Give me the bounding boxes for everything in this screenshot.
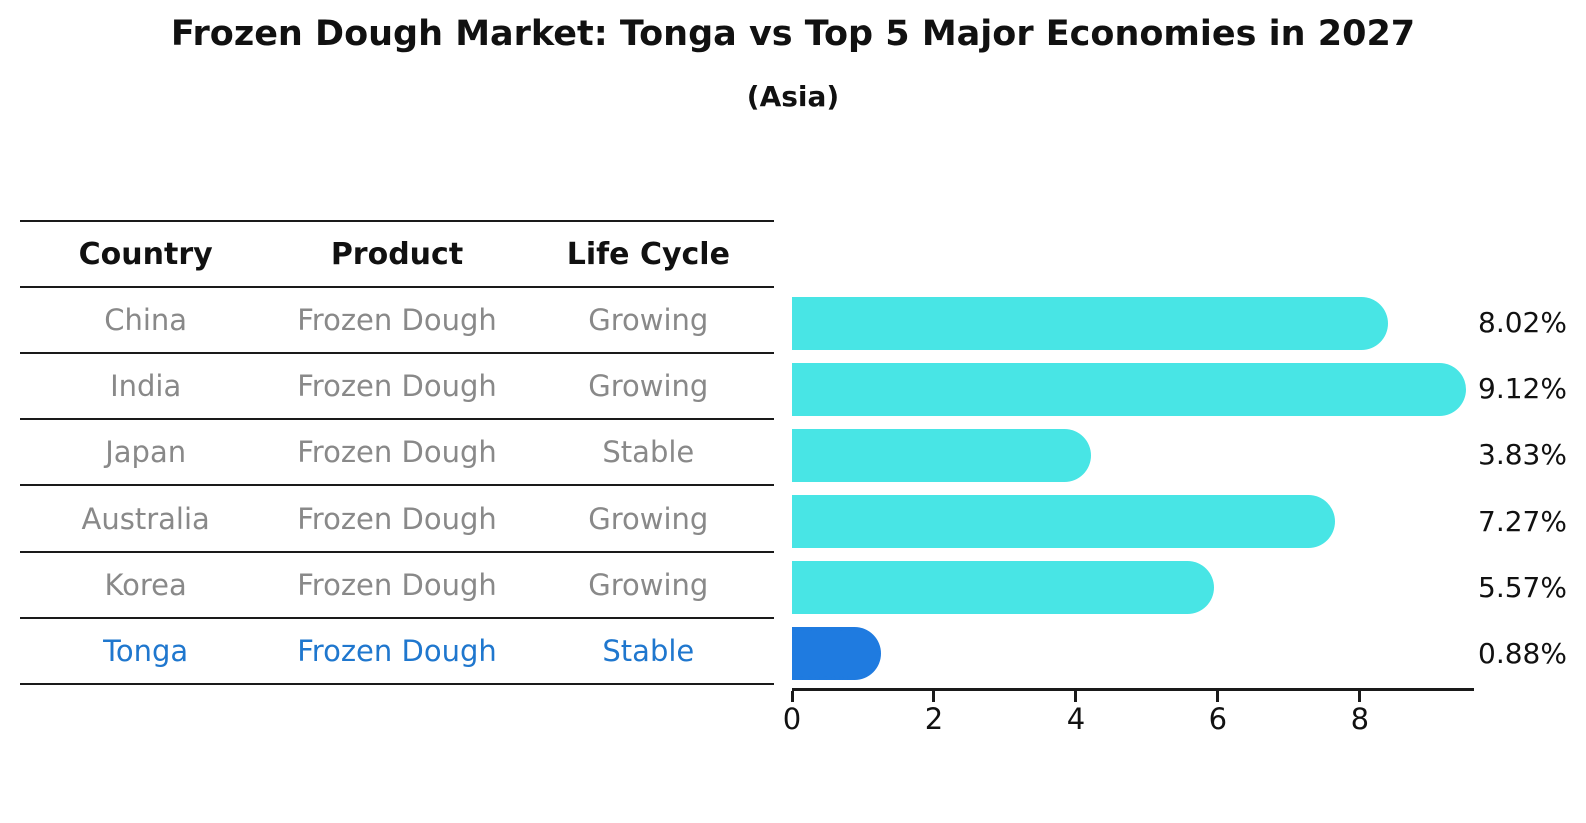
bar-value-label-india: 9.12% [1478,372,1567,406]
country-cell: Tonga [103,633,189,668]
x-axis-tick-label: 2 [924,702,944,736]
product-cell: Frozen Dough [297,501,497,536]
x-axis-line [792,688,1474,691]
x-axis-tick [932,691,936,702]
life-cycle-cell: Growing [588,303,709,338]
x-axis-tick-label: 4 [1066,702,1086,736]
life-cycle-cell: Growing [588,501,709,536]
bar-china [792,296,1389,350]
bar-value-label-china: 8.02% [1478,306,1567,339]
table-row: Japan Frozen Dough Stable [20,420,774,487]
country-cell: Australia [81,501,210,536]
bar-korea [792,561,1215,615]
chart-subtitle: (Asia) [746,80,840,113]
country-table: Country Product Life Cycle China Frozen … [20,220,774,685]
life-cycle-cell: Stable [602,633,695,668]
product-cell: Frozen Dough [297,435,497,470]
x-axis-tick [1074,691,1078,702]
country-cell: India [110,369,182,404]
table-row: Korea Frozen Dough Growing [20,553,774,619]
bar-value-label-australia: 7.27% [1478,504,1567,538]
column-header-product: Product [330,236,464,272]
country-cell: Korea [104,567,187,602]
product-cell: Frozen Dough [297,369,497,404]
bar-australia [792,495,1336,548]
life-cycle-cell: Growing [588,369,709,404]
bar-value-label-japan: 3.83% [1478,438,1567,472]
x-axis-tick [790,691,794,702]
column-header-country: Country [78,236,213,272]
bar-value-label-tonga: 0.88% [1478,636,1567,670]
table-row: China Frozen Dough Growing [20,288,774,355]
bar-india [792,362,1467,416]
country-cell: Japan [105,435,187,470]
x-axis-tick-label: 6 [1208,702,1228,736]
column-header-life-cycle: Life Cycle [566,236,730,272]
country-cell: China [104,303,188,338]
product-cell: Frozen Dough [297,303,497,338]
table-header-row: Country Product Life Cycle [20,220,774,288]
bar-japan [792,428,1091,482]
life-cycle-cell: Growing [588,567,709,602]
x-axis-tick-label: 0 [782,702,802,736]
table-row-highlight-tonga: Tonga Frozen Dough Stable [20,619,774,685]
chart-title: Frozen Dough Market: Tonga vs Top 5 Majo… [170,14,1416,54]
table-row: India Frozen Dough Growing [20,354,774,421]
product-cell: Frozen Dough [297,567,497,602]
life-cycle-cell: Stable [602,435,695,470]
x-axis-tick [1216,691,1220,702]
x-axis-tick [1358,691,1362,702]
bar-value-label-korea: 5.57% [1478,570,1567,604]
table-row: Australia Frozen Dough Growing [20,486,774,553]
product-cell: Frozen Dough [297,633,497,668]
x-axis-tick-label: 8 [1350,702,1370,736]
bar-tonga [792,627,882,681]
